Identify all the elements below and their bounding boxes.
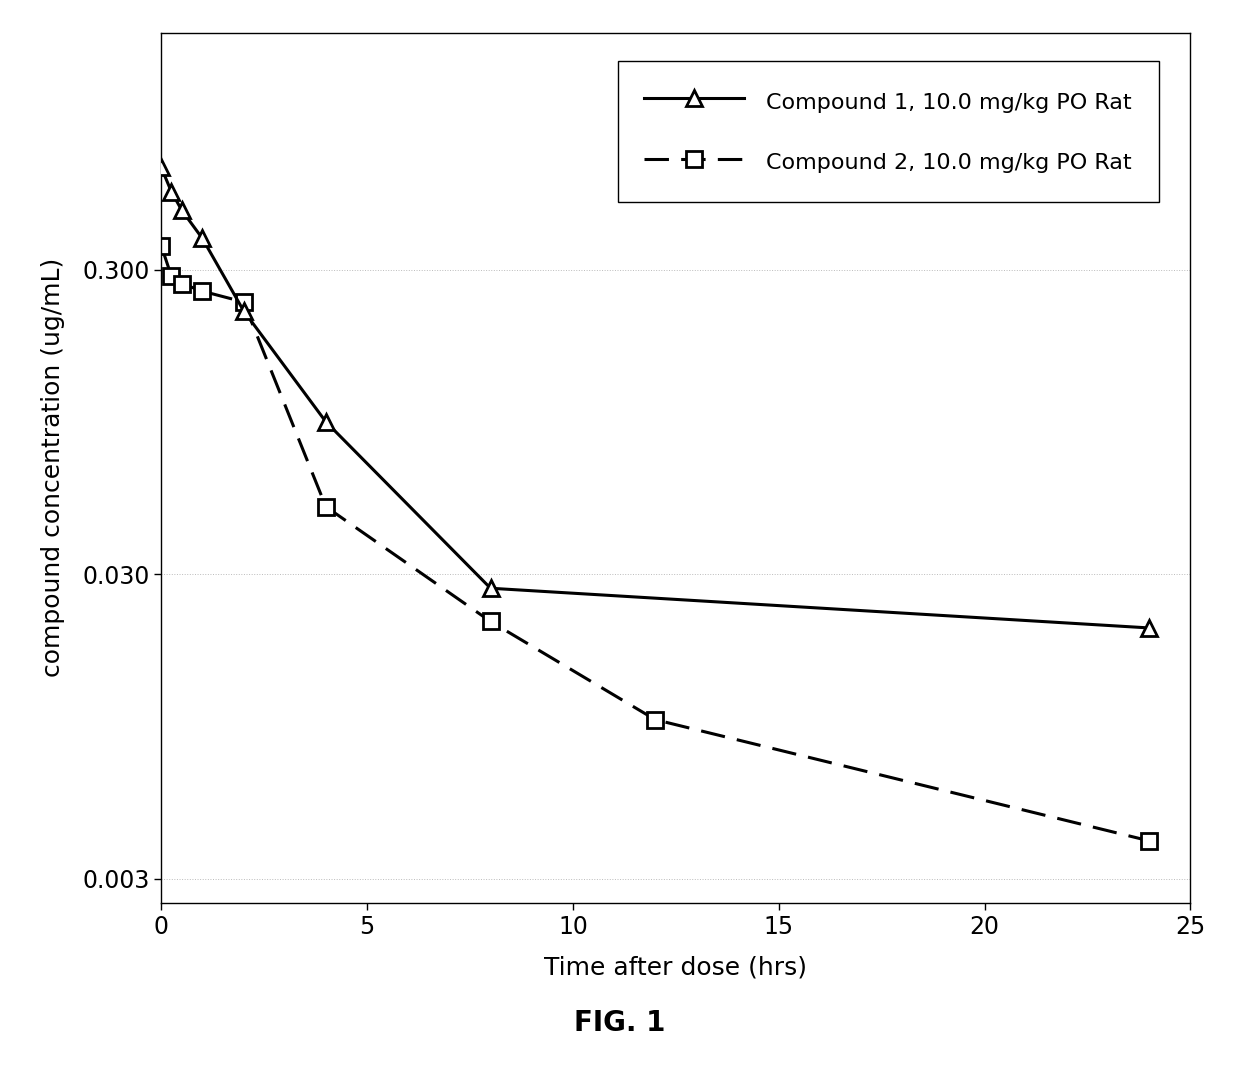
Compound 1, 10.0 mg/kg PO Rat <box>236 305 250 318</box>
Compound 2, 10.0 mg/kg PO Rat <box>236 296 250 309</box>
Compound 1, 10.0 mg/kg PO Rat <box>154 161 169 174</box>
Compound 2, 10.0 mg/kg PO Rat <box>154 239 169 252</box>
Compound 1, 10.0 mg/kg PO Rat <box>1142 621 1157 634</box>
Compound 2, 10.0 mg/kg PO Rat <box>164 270 179 283</box>
Line: Compound 1, 10.0 mg/kg PO Rat: Compound 1, 10.0 mg/kg PO Rat <box>153 159 1158 636</box>
Y-axis label: compound concentration (ug/mL): compound concentration (ug/mL) <box>41 258 66 678</box>
Compound 1, 10.0 mg/kg PO Rat <box>319 416 334 429</box>
Line: Compound 2, 10.0 mg/kg PO Rat: Compound 2, 10.0 mg/kg PO Rat <box>153 237 1158 850</box>
Compound 1, 10.0 mg/kg PO Rat <box>175 203 190 217</box>
Compound 2, 10.0 mg/kg PO Rat <box>195 285 210 298</box>
Compound 2, 10.0 mg/kg PO Rat <box>647 713 662 726</box>
Compound 1, 10.0 mg/kg PO Rat <box>195 232 210 245</box>
Compound 2, 10.0 mg/kg PO Rat <box>175 277 190 290</box>
Text: FIG. 1: FIG. 1 <box>574 1009 666 1037</box>
Compound 2, 10.0 mg/kg PO Rat <box>484 615 498 628</box>
Compound 2, 10.0 mg/kg PO Rat <box>319 500 334 514</box>
Compound 1, 10.0 mg/kg PO Rat <box>164 185 179 198</box>
Compound 1, 10.0 mg/kg PO Rat <box>484 582 498 595</box>
Legend: Compound 1, 10.0 mg/kg PO Rat, Compound 2, 10.0 mg/kg PO Rat: Compound 1, 10.0 mg/kg PO Rat, Compound … <box>618 61 1158 202</box>
Compound 2, 10.0 mg/kg PO Rat <box>1142 834 1157 848</box>
X-axis label: Time after dose (hrs): Time after dose (hrs) <box>544 955 807 979</box>
